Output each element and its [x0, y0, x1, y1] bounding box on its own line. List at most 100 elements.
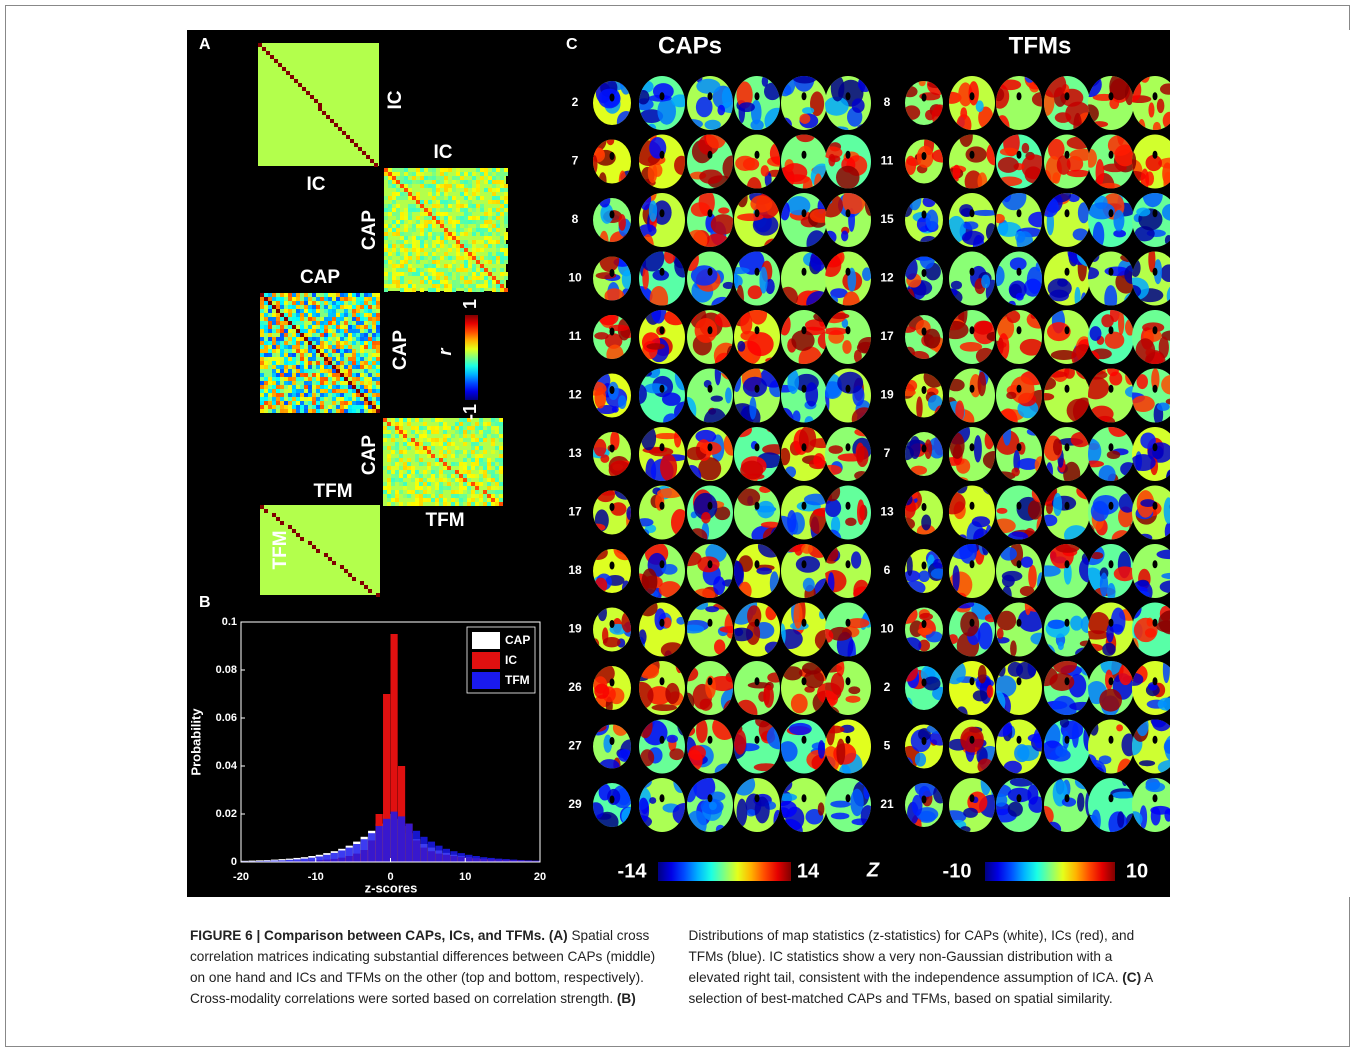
- matrix-cell: [360, 405, 364, 409]
- matrix-cell: [452, 264, 456, 268]
- matrix-cell: [304, 309, 308, 313]
- matrix-cell: [488, 252, 492, 256]
- brain-center: [1065, 268, 1070, 276]
- brain-center: [755, 443, 760, 451]
- row-label: 19: [880, 388, 894, 402]
- matrix-cell: [448, 248, 452, 252]
- matrix-cell: [436, 284, 440, 288]
- matrix-cell: [276, 305, 280, 309]
- matrix-cell: [392, 224, 396, 228]
- matrix-cell: [476, 192, 480, 196]
- matrix-cell: [447, 450, 451, 454]
- matrix-cell: [296, 317, 300, 321]
- matrix-cell: [467, 490, 471, 494]
- matrix-cell: [400, 248, 404, 252]
- matrix-cell: [495, 466, 499, 470]
- matrix-cell: [440, 172, 444, 176]
- matrix-cell: [376, 393, 380, 397]
- brain-center: [708, 502, 713, 510]
- matrix-cell: [404, 288, 408, 292]
- brain-center: [922, 562, 927, 570]
- caption-label: (C): [1122, 970, 1141, 985]
- matrix-cell: [392, 168, 396, 172]
- matrix-cell: [400, 172, 404, 176]
- matrix-cell: [372, 361, 376, 365]
- brain-center: [755, 502, 760, 510]
- panel-label: B: [199, 594, 211, 611]
- brain-blob: [757, 501, 775, 518]
- matrix-cell: [260, 373, 264, 377]
- matrix-cell: [266, 51, 270, 55]
- matrix-cell: [496, 248, 500, 252]
- matrix-cell: [360, 581, 364, 585]
- matrix-cell: [428, 228, 432, 232]
- matrix-cell: [360, 385, 364, 389]
- matrix-cell: [376, 365, 380, 369]
- matrix-cell: [432, 232, 436, 236]
- matrix-cell: [400, 244, 404, 248]
- colorbar-tick: -14: [618, 860, 648, 882]
- brain-center: [708, 794, 713, 802]
- matrix-cell: [424, 176, 428, 180]
- matrix-cell: [344, 325, 348, 329]
- matrix-cell: [356, 333, 360, 337]
- matrix-cell: [264, 297, 268, 301]
- matrix-cell: [420, 236, 424, 240]
- matrix-cell: [464, 240, 468, 244]
- matrix-cell: [340, 313, 344, 317]
- matrix-cell: [488, 188, 492, 192]
- matrix-cell: [404, 196, 408, 200]
- matrix-cell: [408, 268, 412, 272]
- matrix-cell: [483, 502, 487, 506]
- matrix-cell: [300, 345, 304, 349]
- matrix-cell: [312, 397, 316, 401]
- matrix-cell: [479, 430, 483, 434]
- matrix-cell: [436, 236, 440, 240]
- matrix-cell: [360, 393, 364, 397]
- matrix-cell: [435, 438, 439, 442]
- matrix-cell: [496, 196, 500, 200]
- brain-blob: [612, 406, 619, 413]
- brain-blob: [761, 165, 769, 177]
- matrix-cell: [420, 268, 424, 272]
- matrix-cell: [348, 381, 352, 385]
- matrix-cell: [272, 513, 276, 517]
- matrix-cell: [495, 418, 499, 422]
- matrix-cell: [304, 345, 308, 349]
- matrix-cell: [384, 228, 388, 232]
- matrix-cell: [348, 397, 352, 401]
- matrix-cell: [340, 385, 344, 389]
- matrix-cell: [324, 365, 328, 369]
- matrix-cell: [336, 361, 340, 365]
- brain-center: [846, 151, 851, 159]
- matrix-cell: [476, 228, 480, 232]
- matrix-cell: [456, 228, 460, 232]
- brain-blob: [1072, 723, 1079, 748]
- matrix-cell: [415, 458, 419, 462]
- matrix-cell: [272, 357, 276, 361]
- matrix-cell: [264, 385, 268, 389]
- matrix-cell: [420, 204, 424, 208]
- matrix-cell: [407, 418, 411, 422]
- row-label: 11: [881, 154, 894, 168]
- matrix-cell: [435, 486, 439, 490]
- x-tick-label: 20: [534, 871, 546, 883]
- matrix-cell: [364, 301, 368, 305]
- matrix-cell: [264, 393, 268, 397]
- matrix-cell: [344, 393, 348, 397]
- matrix-cell: [284, 377, 288, 381]
- matrix-cell: [304, 305, 308, 309]
- matrix-cell: [264, 409, 268, 413]
- brain-center: [802, 385, 807, 393]
- brain-blob: [836, 739, 845, 766]
- matrix-cell: [419, 486, 423, 490]
- matrix-cell: [268, 321, 272, 325]
- matrix-cell: [395, 418, 399, 422]
- matrix-cell: [300, 349, 304, 353]
- brain-center: [660, 794, 665, 802]
- matrix-cell: [344, 409, 348, 413]
- brain-blob: [825, 499, 841, 517]
- matrix-cell: [432, 220, 436, 224]
- matrix-cell: [464, 172, 468, 176]
- matrix-cell: [443, 426, 447, 430]
